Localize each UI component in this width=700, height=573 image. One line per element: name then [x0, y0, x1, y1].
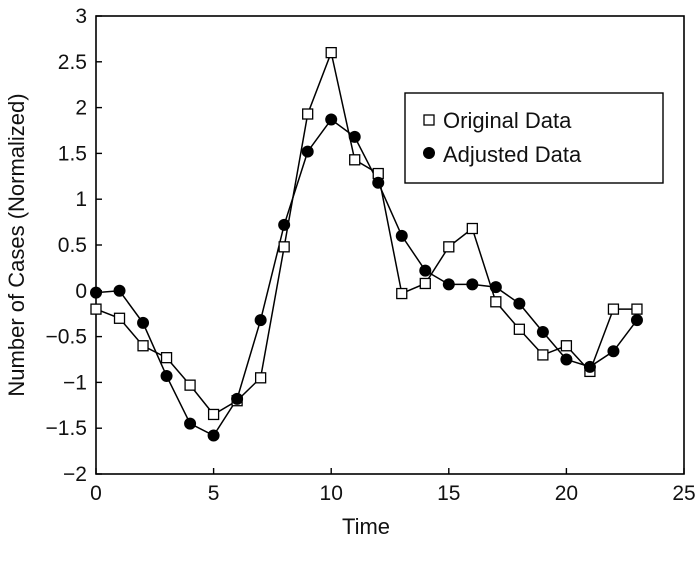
data-point-adjusted-data — [466, 278, 479, 291]
data-point-original-data — [513, 323, 526, 335]
data-point-adjusted-data — [419, 264, 432, 277]
legend-marker-adjusted-data — [423, 147, 435, 159]
x-tick-label: 20 — [555, 482, 578, 505]
data-point-adjusted-data — [348, 130, 361, 143]
data-point-original-data — [184, 379, 196, 391]
data-point-adjusted-data — [301, 145, 314, 158]
axis-ticks — [95, 15, 685, 475]
y-tick-label: 0 — [75, 280, 87, 303]
data-point-original-data — [349, 154, 361, 166]
legend-box — [404, 92, 664, 184]
data-point-original-data — [207, 408, 220, 421]
legend: Original Data Adjusted Data — [404, 92, 664, 184]
y-tick-label: 2.5 — [58, 51, 87, 74]
data-point-original-data — [302, 108, 314, 120]
data-point-original-data — [419, 277, 431, 290]
legend-label-adjusted-data: Adjusted Data — [443, 142, 582, 167]
data-point-original-data — [278, 241, 290, 253]
x-tick-label: 5 — [208, 482, 220, 505]
data-point-adjusted-data — [489, 281, 502, 294]
data-point-adjusted-data — [395, 229, 408, 242]
y-tick-label: 2 — [75, 97, 87, 120]
data-point-adjusted-data — [113, 284, 126, 297]
data-point-adjusted-data — [137, 316, 150, 329]
data-point-adjusted-data — [630, 314, 643, 327]
y-tick-label: −2 — [63, 463, 87, 486]
data-point-adjusted-data — [560, 353, 573, 366]
data-point-adjusted-data — [90, 286, 102, 299]
data-point-original-data — [537, 349, 549, 361]
data-point-adjusted-data — [325, 113, 338, 126]
y-tick-label: −1.5 — [46, 417, 87, 440]
x-tick-label: 15 — [437, 482, 460, 505]
data-point-adjusted-data — [278, 218, 291, 231]
y-tick-label: 1.5 — [58, 142, 87, 165]
data-point-original-data — [254, 372, 267, 384]
data-point-original-data — [607, 303, 620, 315]
y-tick-label: 1 — [75, 188, 87, 211]
y-axis-title: Number of Cases (Normalized) — [4, 93, 29, 396]
data-point-original-data — [160, 352, 173, 364]
data-point-original-data — [113, 312, 126, 324]
data-point-adjusted-data — [513, 297, 526, 310]
data-point-adjusted-data — [207, 429, 220, 442]
data-point-original-data — [631, 303, 643, 315]
data-point-adjusted-data — [583, 360, 596, 373]
series-markers — [90, 46, 643, 442]
y-tick-label: −0.5 — [46, 326, 87, 349]
x-tick-label: 0 — [90, 482, 102, 505]
y-tick-label: 0.5 — [58, 234, 87, 257]
data-point-original-data — [443, 241, 455, 253]
data-point-original-data — [90, 303, 102, 315]
axis-tick-labels: 0 5 10 15 20 25 −2 −1.5 −1 −0.5 0 0.5 1 1.5 2 2.5 3 — [46, 5, 696, 505]
legend-label-original-data: Original Data — [443, 108, 572, 133]
data-point-adjusted-data — [536, 326, 549, 339]
plot-area-frame — [95, 15, 685, 475]
data-point-adjusted-data — [254, 314, 267, 327]
data-point-adjusted-data — [442, 278, 455, 291]
data-point-original-data — [137, 340, 149, 352]
data-point-adjusted-data — [607, 345, 620, 358]
legend-marker-original-data — [423, 114, 435, 126]
x-tick-label: 25 — [672, 482, 695, 505]
x-tick-label: 10 — [320, 482, 343, 505]
x-axis-title: Time — [342, 514, 390, 539]
data-point-original-data — [560, 340, 573, 352]
y-tick-label: 3 — [75, 5, 87, 28]
data-point-adjusted-data — [231, 392, 244, 405]
data-point-original-data — [325, 46, 337, 59]
data-point-adjusted-data — [160, 369, 173, 382]
data-point-adjusted-data — [372, 176, 385, 189]
data-point-original-data — [466, 222, 478, 235]
series-line-adjusted-data — [95, 118, 638, 437]
data-point-original-data — [396, 287, 408, 300]
y-tick-label: −1 — [63, 371, 87, 394]
data-point-original-data — [490, 296, 502, 308]
data-point-adjusted-data — [184, 417, 197, 430]
